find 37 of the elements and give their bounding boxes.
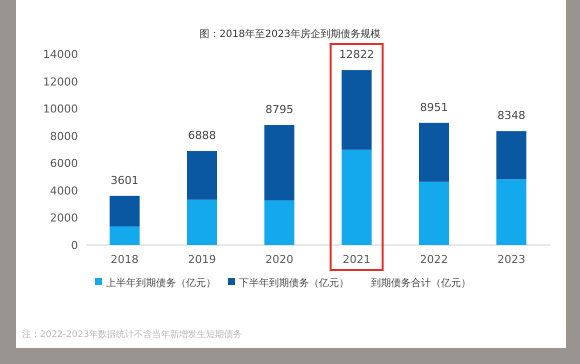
y-tick-label: 6000: [50, 157, 78, 170]
legend-label: 下半年到期债务（亿元）: [239, 277, 349, 289]
bar: [342, 150, 372, 245]
y-tick-label: 10000: [43, 102, 78, 116]
text: 注：2022-2023年数据统计不含当年新增发生短期债务: [22, 329, 242, 340]
bar: [496, 179, 526, 245]
bar: [342, 70, 372, 150]
bar: [264, 200, 294, 245]
total-label: 8348: [497, 109, 526, 122]
x-tick-label: 2019: [188, 253, 216, 266]
bar: [264, 125, 294, 200]
text: 到期债务合计（亿元）: [371, 277, 471, 289]
total-label: 6888: [188, 129, 216, 142]
y-tick-label: 4000: [50, 184, 78, 198]
x-tick-label: 2018: [110, 253, 139, 266]
bar: [419, 122, 449, 182]
y-tick-label: 14000: [43, 48, 78, 61]
bar: [187, 200, 217, 245]
x-tick-label: 2023: [497, 253, 526, 266]
y-tick-label: 0: [71, 239, 78, 252]
bar: [496, 131, 526, 180]
x-tick-label: 2022: [420, 253, 448, 266]
legend-label: 上半年到期债务（亿元）: [106, 277, 216, 289]
bar: [110, 196, 140, 226]
y-tick-label: 12000: [43, 75, 78, 88]
total-label: 8951: [420, 100, 448, 114]
bar: [110, 226, 140, 245]
x-tick-label: 2021: [342, 253, 371, 266]
total-label: 12822: [339, 48, 374, 62]
bar: [187, 151, 217, 200]
y-tick-label: 8000: [50, 130, 78, 143]
bar: [419, 182, 449, 245]
total-label: 8795: [265, 103, 294, 116]
x-tick-label: 2020: [265, 253, 294, 266]
chart-title: 图：2018年至2023年房企到期债务规模: [200, 28, 380, 40]
y-tick-label: 2000: [50, 212, 78, 225]
total-label: 3601: [110, 174, 139, 187]
